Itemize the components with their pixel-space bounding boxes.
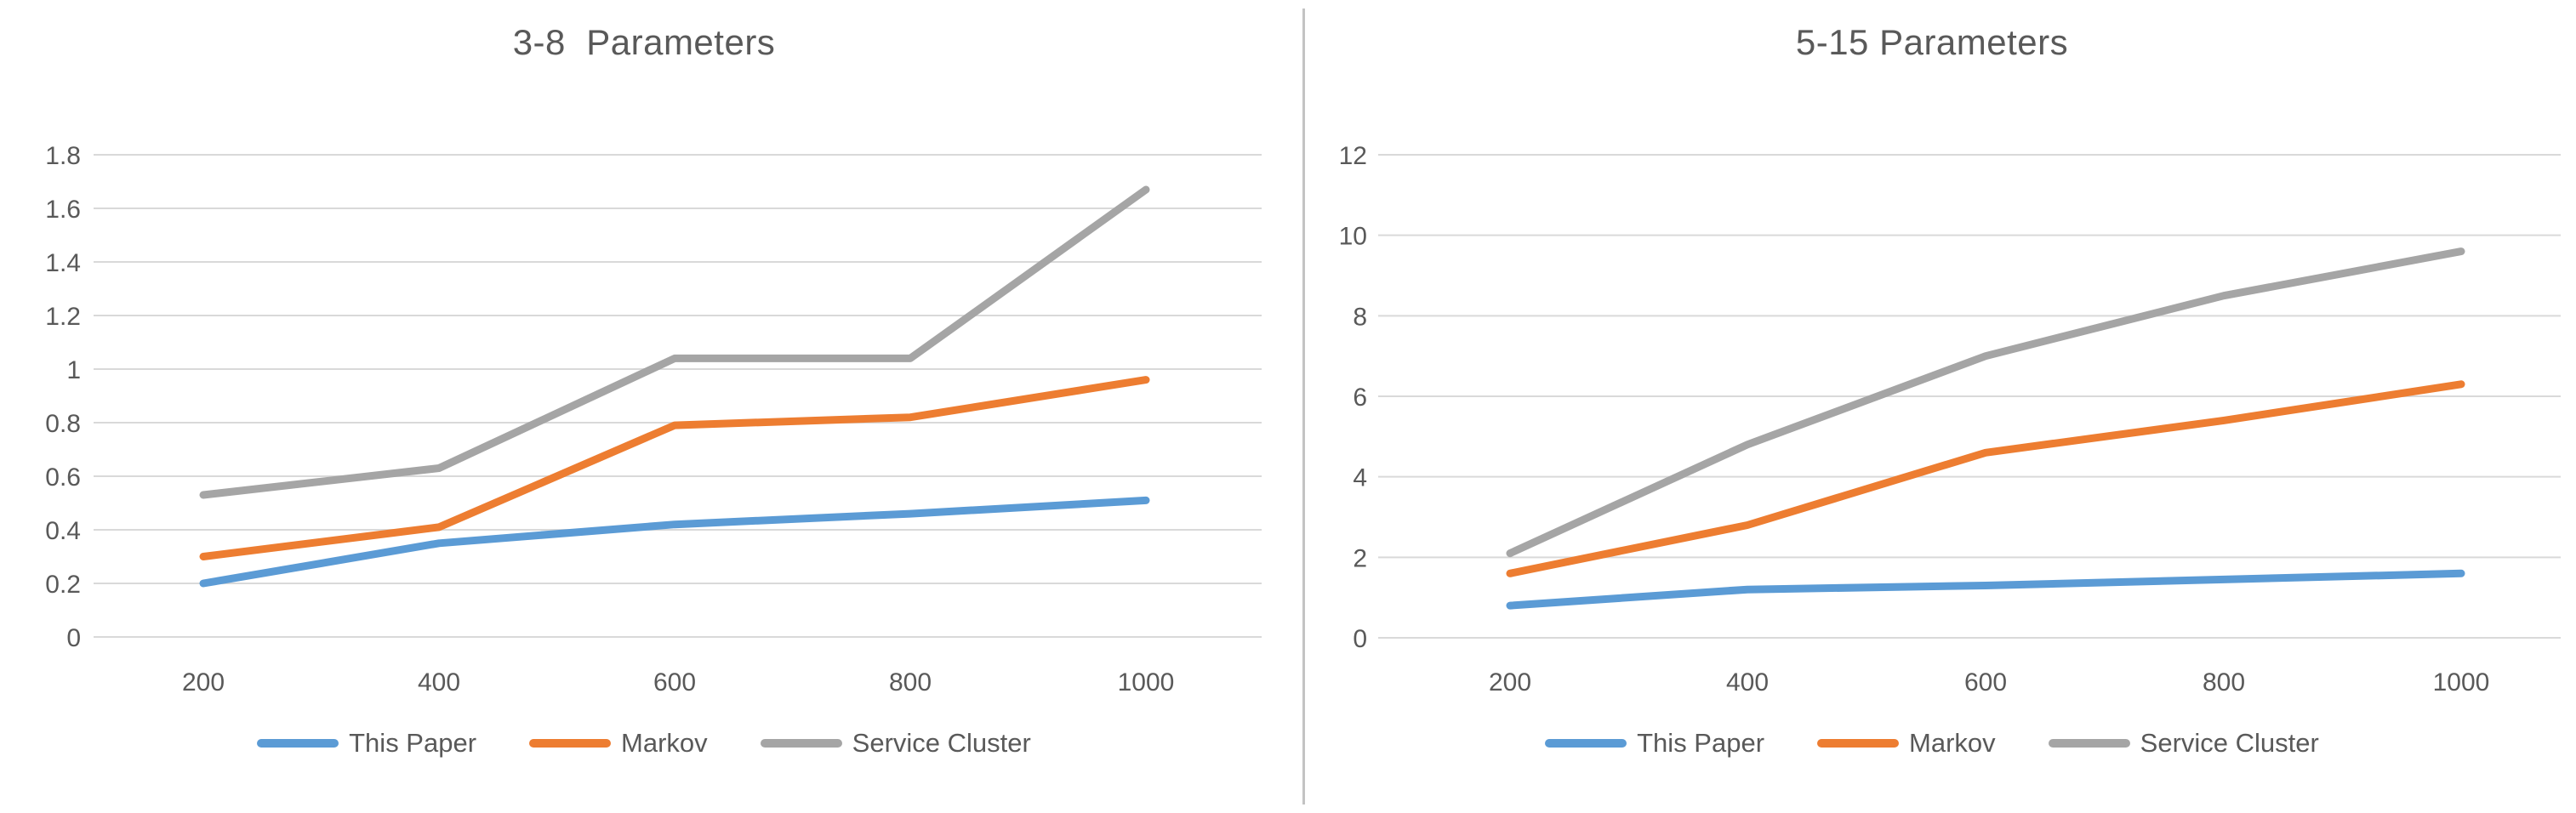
legend-label: This Paper — [349, 728, 477, 758]
chart-legend: This Paper Markov Service Cluster — [1288, 728, 2576, 759]
x-axis-tick-label: 600 — [653, 668, 696, 696]
chart-panel-3-8-parameters: 0 0.2 0.4 0.6 0.8 1 1.2 1.4 1.6 1.8 200 400 600 800 10… — [0, 22, 1288, 759]
legend-item-this-paper: This Paper — [1545, 728, 1764, 759]
x-axis-tick-label: 200 — [1489, 668, 1531, 696]
y-axis-tick-label: 0.4 — [45, 517, 81, 545]
x-axis-tick-label: 1000 — [1118, 668, 1175, 696]
legend-swatch-markov — [1817, 739, 1900, 748]
series-line-markov — [1506, 380, 2465, 577]
legend-label: Markov — [621, 728, 708, 758]
y-axis-tick-label: 1.6 — [45, 196, 81, 224]
line-chart-5-15-parameters: 0 2 4 6 8 10 12 200 400 600 800 1000 — [1339, 142, 2561, 696]
y-axis-tick-label: 6 — [1353, 384, 1367, 412]
y-axis-tick-label: 0 — [66, 624, 81, 652]
y-axis-tick-label: 1.4 — [45, 249, 81, 277]
x-axis-tick-label: 400 — [1726, 668, 1769, 696]
y-axis-tick-label: 0.8 — [45, 410, 81, 438]
chart-legend: This Paper Markov Service Cluster — [0, 728, 1288, 759]
x-axis-tick-label: 1000 — [2433, 668, 2490, 696]
x-axis-tick-label: 600 — [1964, 668, 2007, 696]
y-axis-tick-label: 1 — [66, 356, 81, 384]
legend-swatch-this-paper — [257, 739, 339, 748]
chart-title: 5-15 Parameters — [1795, 22, 2069, 62]
legend-label: This Paper — [1637, 728, 1765, 758]
legend-label: Service Cluster — [852, 728, 1031, 758]
legend-item-service-cluster: Service Cluster — [2048, 728, 2319, 759]
y-axis-tick-label: 2 — [1353, 544, 1367, 572]
chart-title: 3-8 Parameters — [512, 22, 776, 62]
legend-item-service-cluster: Service Cluster — [760, 728, 1031, 759]
y-axis-tick-label: 4 — [1353, 464, 1367, 492]
y-axis-tick-label: 12 — [1339, 142, 1367, 170]
legend-label: Service Cluster — [2140, 728, 2319, 758]
series-line-markov — [199, 376, 1150, 560]
series-line-this-paper — [199, 496, 1150, 588]
y-axis-tick-label: 0 — [1353, 625, 1367, 653]
chart-panel-5-15-parameters: 0 2 4 6 8 10 12 200 400 600 800 1000 5-15 Parameter… — [1288, 0, 2576, 813]
legend-item-markov: Markov — [1817, 728, 1996, 759]
legend-swatch-service-cluster — [2048, 739, 2130, 748]
y-axis-tick-label: 1.8 — [45, 142, 81, 170]
series-line-service-cluster — [1506, 247, 2465, 558]
y-axis-tick-label: 1.2 — [45, 303, 81, 331]
y-axis-tick-label: 10 — [1339, 223, 1367, 251]
panel-divider-line — [1302, 9, 1305, 804]
x-axis-tick-label: 800 — [889, 668, 932, 696]
line-chart-3-8-parameters: 0 0.2 0.4 0.6 0.8 1 1.2 1.4 1.6 1.8 200 400 600 800 10… — [45, 142, 1262, 696]
y-axis-tick-label: 8 — [1353, 303, 1367, 331]
y-axis-tick-label: 0.6 — [45, 463, 81, 492]
legend-swatch-markov — [529, 739, 612, 748]
x-axis-tick-label: 200 — [182, 668, 225, 696]
legend-item-this-paper: This Paper — [257, 728, 476, 759]
x-axis-tick-label: 800 — [2203, 668, 2245, 696]
legend-swatch-service-cluster — [760, 739, 842, 748]
legend-item-markov: Markov — [529, 728, 708, 759]
x-axis-tick-label: 400 — [418, 668, 460, 696]
series-line-service-cluster — [199, 185, 1150, 499]
legend-swatch-this-paper — [1545, 739, 1627, 748]
series-line-this-paper — [1506, 569, 2465, 610]
legend-label: Markov — [1909, 728, 1996, 758]
y-axis-tick-label: 0.2 — [45, 571, 81, 599]
